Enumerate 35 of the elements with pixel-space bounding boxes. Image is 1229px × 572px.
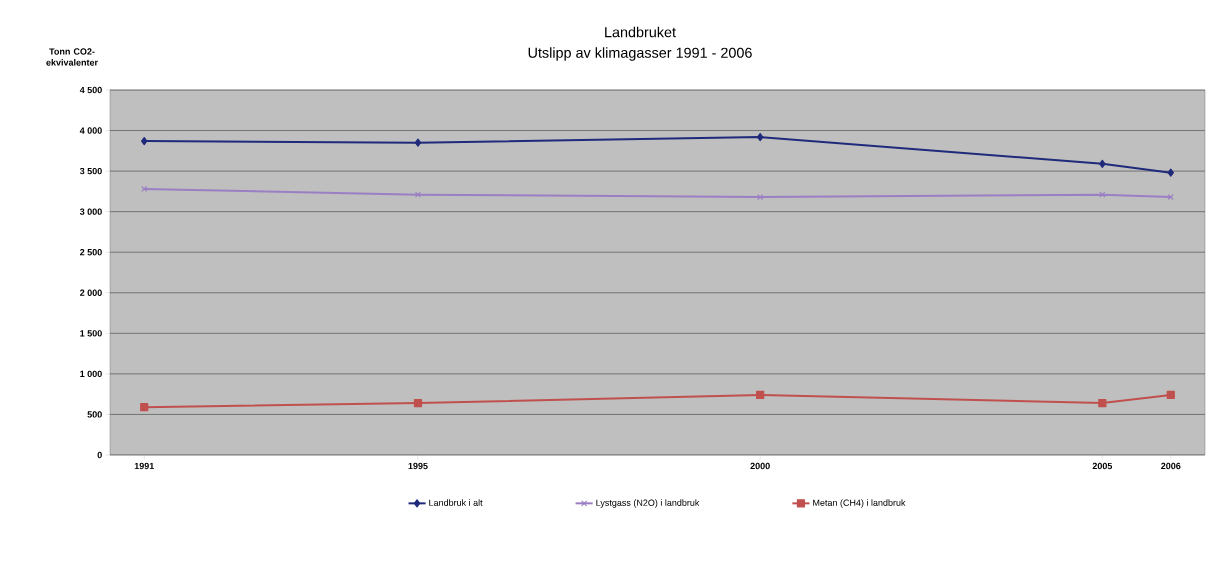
- x-tick-label: 2005: [1092, 462, 1113, 470]
- legend-label: Metan (CH4) i landbruk: [813, 499, 906, 508]
- y-tick-label: 3 500: [79, 167, 102, 175]
- y-tick-label: 500: [87, 411, 102, 418]
- point: [141, 185, 148, 193]
- point: [1167, 193, 1174, 201]
- point: [413, 398, 423, 408]
- y-tick-label: 2 000: [80, 289, 102, 296]
- point: [414, 191, 422, 198]
- y-tick-label: 1 500: [80, 330, 102, 337]
- y-tick-label: 3 000: [79, 208, 102, 215]
- x-tick-label: 1991: [134, 462, 154, 470]
- point: [140, 403, 149, 412]
- y-tick-label: 0: [97, 451, 102, 459]
- point: [1099, 159, 1106, 168]
- y-tick-label: 2 500: [80, 249, 102, 256]
- chart-title: Landbruket: [605, 26, 676, 38]
- x-tick-label: 2006: [1161, 462, 1181, 470]
- point: [757, 193, 764, 201]
- point: [414, 138, 422, 147]
- point: [1166, 390, 1175, 400]
- y-tick-label: 4 500: [79, 86, 102, 94]
- point: [756, 132, 764, 142]
- point: [1098, 398, 1107, 408]
- y-tick-label: 4 000: [79, 127, 102, 134]
- legend-label: Landbruk i alt: [429, 499, 483, 506]
- point: [756, 390, 765, 400]
- legend-label: Lystgass (N2O) i landbruk: [596, 499, 700, 508]
- point: [1167, 168, 1174, 177]
- chart-subtitle: Utslipp av klimagasser 1991 - 2006: [528, 47, 752, 61]
- x-tick-label: 1995: [408, 462, 428, 470]
- y-axis-title: Tonn CO2-ekvivalenter: [46, 48, 98, 66]
- x-tick-label: 2000: [750, 462, 770, 470]
- y-tick-label: 1 000: [80, 370, 102, 378]
- point: [141, 137, 148, 146]
